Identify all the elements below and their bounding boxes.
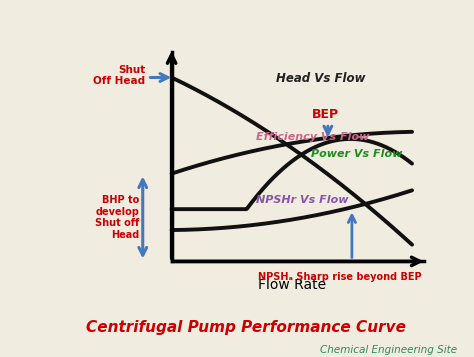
Text: Centrifugal Pump Performance Curve: Centrifugal Pump Performance Curve — [86, 320, 407, 335]
Text: Power Vs Flow: Power Vs Flow — [311, 149, 402, 159]
Text: Efficiency Vs Flow: Efficiency Vs Flow — [256, 132, 369, 142]
Text: NPSHₐ Sharp rise beyond BEP: NPSHₐ Sharp rise beyond BEP — [258, 272, 422, 282]
Text: NPSHr Vs Flow: NPSHr Vs Flow — [256, 195, 348, 205]
Text: Flow Rate: Flow Rate — [258, 278, 326, 292]
Text: Head Vs Flow: Head Vs Flow — [276, 72, 365, 85]
Text: BEP: BEP — [312, 109, 339, 121]
Text: Shut
Off Head: Shut Off Head — [93, 65, 145, 86]
Text: Chemical Engineering Site: Chemical Engineering Site — [320, 346, 457, 356]
Text: BHP to
develop
Shut off
Head: BHP to develop Shut off Head — [95, 195, 139, 240]
